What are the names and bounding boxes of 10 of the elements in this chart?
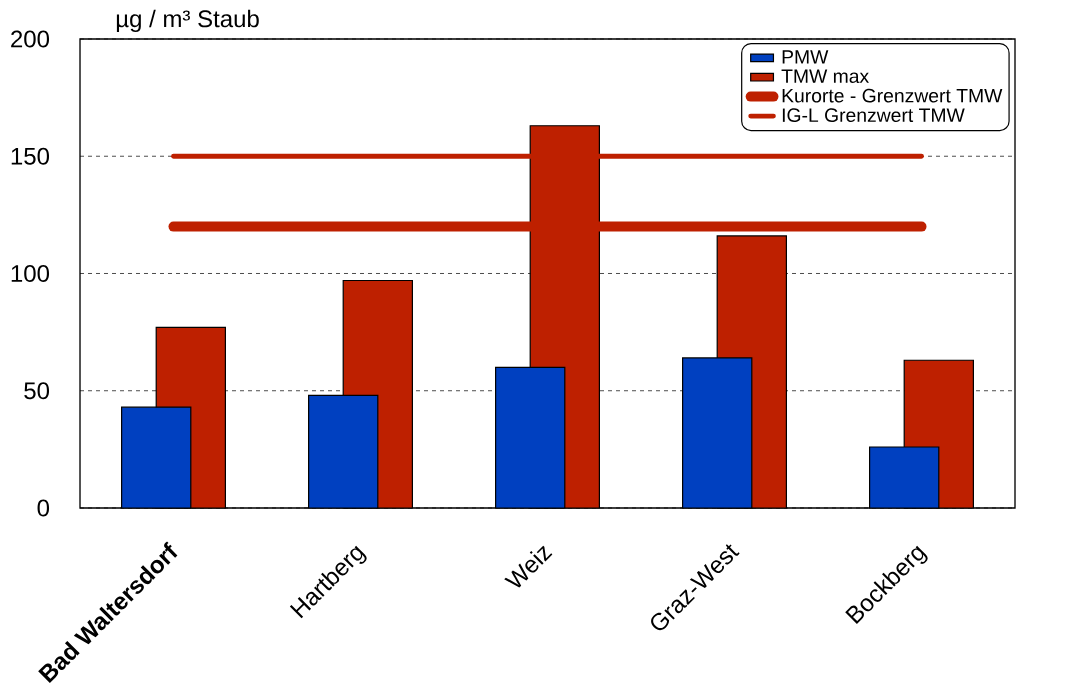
y-axis-title: µg / m³ Staub (116, 9, 259, 33)
legend-label: PMW (782, 50, 829, 64)
legend-label: IG-L Grenzwert TMW (782, 108, 965, 123)
y-tick-label: 100 (11, 264, 50, 282)
y-tick-label: 150 (11, 147, 50, 165)
y-tick-label: 200 (11, 30, 50, 48)
legend-label: Kurorte - Grenzwert TMW (782, 88, 1003, 103)
y-tick-label: 0 (37, 499, 50, 517)
y-tick-label: 50 (24, 382, 50, 400)
legend-label: TMW max (781, 69, 869, 84)
